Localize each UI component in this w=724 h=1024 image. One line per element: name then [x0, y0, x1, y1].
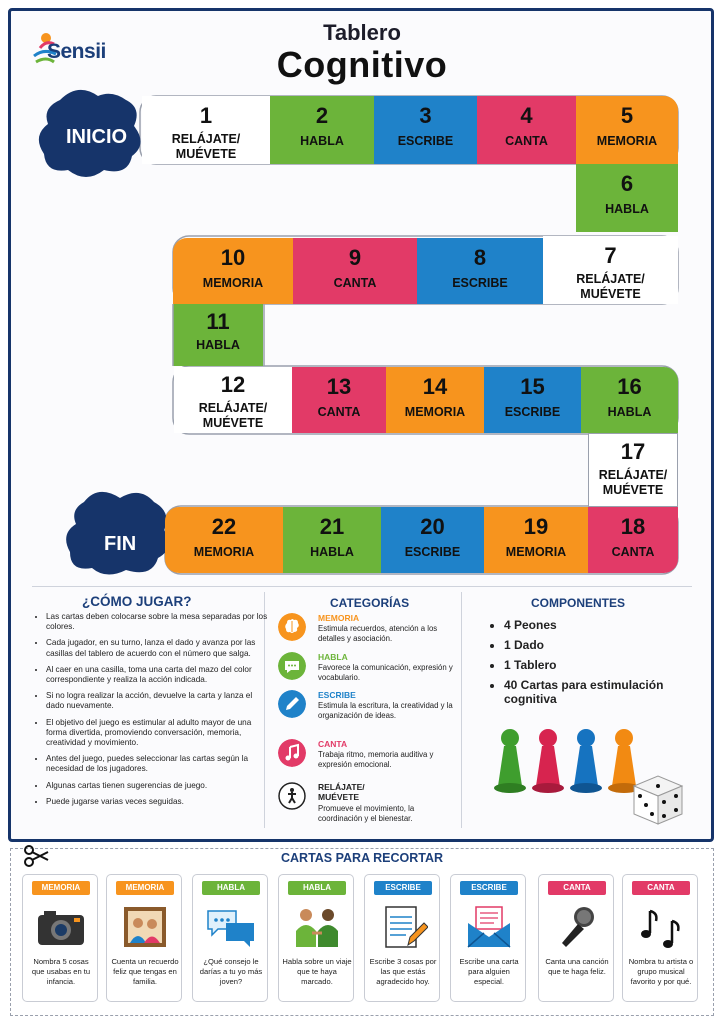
- column-divider: [461, 592, 462, 828]
- section-divider: [32, 586, 692, 587]
- board-cell-11: 11 HABLA: [173, 304, 263, 366]
- family-photo-icon: [124, 907, 166, 947]
- cut-cards-area: [10, 848, 714, 1016]
- sensii-logo-icon: [33, 33, 57, 64]
- board-cell-7: 7 RELÁJATE/ MUÉVETE: [543, 236, 678, 304]
- board-cell-12: 12 RELÁJATE/ MUÉVETE: [174, 367, 292, 433]
- board-cell-3: 3 ESCRIBE: [374, 96, 477, 164]
- rule-item: Las cartas deben colocarse sobre la mesa…: [46, 612, 270, 632]
- rule-item: Algunas cartas tienen sugerencias de jue…: [46, 781, 270, 791]
- music-note-icon: [278, 739, 306, 767]
- components-list: 4 Peones 1 Dado 1 Tablero 40 Cartas para…: [490, 618, 664, 712]
- board-cell-8: 8 ESCRIBE: [417, 238, 543, 304]
- card-memoria-1[interactable]: MEMORIA Nombra 5 cosas que usabas en tu …: [22, 874, 98, 1002]
- board-cell-15: 15 ESCRIBE: [484, 367, 581, 433]
- brain-icon: [278, 613, 306, 641]
- start-label: INICIO: [66, 126, 128, 148]
- person-icon: [278, 782, 306, 810]
- card-memoria-2[interactable]: MEMORIA Cuenta un recuerdo feliz que ten…: [106, 874, 182, 1002]
- cut-cards-title: CARTAS PARA RECORTAR: [280, 851, 444, 865]
- people-talking-icon: [296, 909, 338, 947]
- card-escribe-1[interactable]: ESCRIBE Escribe 3 cosas por las que está…: [364, 874, 440, 1002]
- board-cell-13: 13 CANTA: [292, 367, 386, 433]
- camera-icon: [38, 911, 84, 945]
- rule-item: Puede jugarse varias veces seguidas.: [46, 797, 270, 807]
- cell-11-border: [172, 304, 265, 366]
- scissors-icon: [24, 845, 49, 867]
- rule-item: Si no logra realizar la acción, devuelve…: [46, 691, 270, 711]
- end-blob-icon: [66, 491, 169, 575]
- music-notes-icon: [641, 909, 680, 948]
- board-cell-4: 4 CANTA: [477, 96, 576, 164]
- board-cell-10: 10 MEMORIA: [173, 238, 293, 304]
- pencil-icon: [278, 690, 306, 718]
- board-cell-9: 9 CANTA: [293, 238, 417, 304]
- microphone-icon: [562, 907, 594, 947]
- component-item: 1 Tablero: [504, 658, 664, 672]
- pawn-green-icon: [494, 729, 526, 793]
- logo-text: Sensii: [47, 40, 106, 63]
- pawn-orange-icon: [608, 729, 640, 793]
- component-item: 40 Cartas para estimulación cognitiva: [504, 678, 664, 706]
- board-cell-6: 6 HABLA: [576, 164, 678, 232]
- board-cell-1: 1 RELÁJATE/ MUÉVETE: [142, 96, 270, 164]
- title-line1: Tablero: [323, 20, 401, 45]
- board-cell-2: 2 HABLA: [270, 96, 374, 164]
- categories-title: CATEGORÍAS: [330, 596, 410, 610]
- pawn-blue-icon: [570, 729, 602, 793]
- column-divider: [264, 592, 265, 828]
- board-cell-18: 18 CANTA: [588, 507, 678, 573]
- card-escribe-2[interactable]: ESCRIBE Escribe una carta para alguien e…: [450, 874, 526, 1002]
- rule-item: El objetivo del juego es estimular al ad…: [46, 718, 270, 749]
- components-title: COMPONENTES: [531, 596, 626, 610]
- chat-bubbles-icon: [207, 910, 254, 947]
- card-canta-2[interactable]: CANTA Nombra tu artista o grupo musical …: [622, 874, 698, 1002]
- rules-list: Las cartas deben colocarse sobre la mesa…: [34, 612, 270, 813]
- board-cell-14: 14 MEMORIA: [386, 367, 484, 433]
- board-cell-22: 22 MEMORIA: [165, 507, 283, 573]
- board-cell-5: 5 MEMORIA: [576, 96, 678, 164]
- component-item: 1 Dado: [504, 638, 664, 652]
- board-cell-16: 16 HABLA: [581, 367, 678, 433]
- how-to-title: ¿CÓMO JUGAR?: [82, 594, 192, 609]
- board-cell-19: 19 MEMORIA: [484, 507, 588, 573]
- end-label: FIN: [104, 533, 137, 555]
- notepad-icon: [385, 906, 428, 948]
- title-line2: Cognitivo: [276, 44, 448, 85]
- component-item: 4 Peones: [504, 618, 664, 632]
- rule-item: Antes del juego, puedes seleccionar las …: [46, 754, 270, 774]
- start-blob-icon: [38, 89, 141, 177]
- envelope-icon: [467, 906, 511, 948]
- board-cell-21: 21 HABLA: [283, 507, 381, 573]
- pawns-and-die: [494, 729, 684, 825]
- rule-item: Al caer en una casilla, toma una carta d…: [46, 665, 270, 685]
- board-cell-17: 17 RELÁJATE/ MUÉVETE: [588, 433, 678, 507]
- board-cell-20: 20 ESCRIBE: [381, 507, 484, 573]
- pawn-red-icon: [532, 729, 564, 793]
- die-icon: [632, 775, 684, 825]
- rule-item: Cada jugador, en su turno, lanza el dado…: [46, 638, 270, 658]
- card-canta-1[interactable]: CANTA Canta una canción que te haga feli…: [538, 874, 614, 1002]
- card-habla-1[interactable]: HABLA ¿Qué consejo le darías a tu yo más…: [192, 874, 268, 1002]
- card-habla-2[interactable]: HABLA Habla sobre un viaje que te haya m…: [278, 874, 354, 1002]
- speech-bubble-icon: [278, 652, 306, 680]
